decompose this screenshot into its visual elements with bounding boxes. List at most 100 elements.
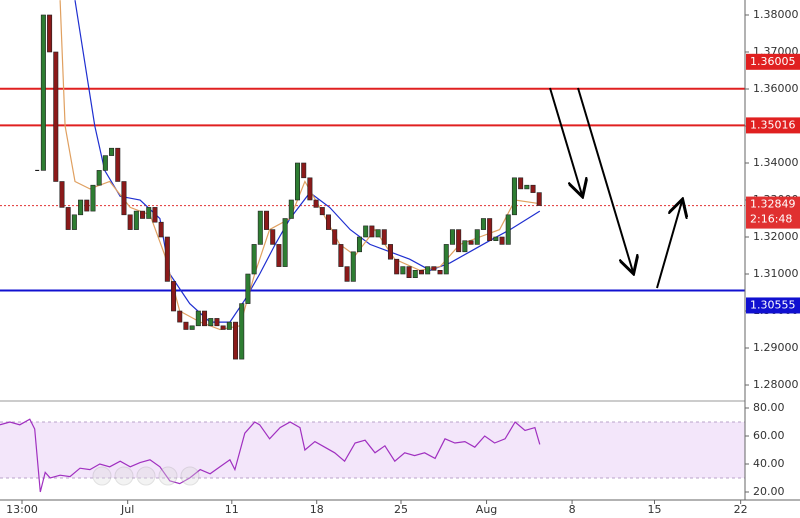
current-price-label: 1.32849	[750, 198, 796, 211]
candle	[449, 229, 455, 245]
candle	[214, 318, 220, 327]
candle	[127, 214, 133, 230]
candle	[47, 14, 53, 53]
level-label: 1.30555	[750, 298, 796, 311]
candle	[356, 236, 362, 253]
candle	[505, 214, 511, 245]
candle	[133, 210, 139, 230]
candle	[276, 244, 282, 267]
candle	[400, 266, 406, 275]
marks	[0, 0, 745, 493]
candle	[468, 240, 474, 245]
candle	[524, 184, 530, 190]
candle	[313, 199, 319, 208]
candle	[332, 229, 338, 245]
y-tick-label: 1.28000	[753, 378, 799, 391]
zoom-button[interactable]	[92, 466, 112, 486]
candle	[195, 310, 201, 327]
candle	[177, 310, 183, 323]
candle	[418, 270, 424, 275]
x-tick-label: 8	[569, 503, 576, 516]
candle	[381, 229, 387, 245]
rsi-tick-label: 20.00	[753, 485, 785, 498]
x-tick-label: 15	[648, 503, 662, 516]
x-tick-label: 18	[310, 503, 324, 516]
candle	[78, 199, 84, 216]
candle	[90, 184, 96, 212]
level-label: 1.35016	[750, 118, 796, 131]
level-label-box	[746, 297, 800, 314]
x-tick-label: 22	[734, 503, 748, 516]
candle	[338, 244, 344, 267]
level-label: 1.36005	[750, 55, 796, 68]
candle	[251, 244, 257, 275]
x-tick-label: 11	[225, 503, 239, 516]
candle	[344, 266, 350, 282]
candle	[208, 318, 214, 327]
x-tick-label: 25	[394, 503, 408, 516]
candle	[233, 321, 239, 360]
candle	[282, 218, 288, 267]
candle	[40, 14, 46, 171]
candle	[375, 229, 381, 238]
candle	[425, 266, 431, 275]
y-tick-label: 1.32000	[753, 230, 799, 243]
zoom-button[interactable]	[180, 466, 200, 486]
candle	[220, 325, 226, 330]
candle	[109, 147, 115, 156]
candle	[183, 321, 189, 330]
candle	[307, 177, 313, 201]
arrow	[577, 87, 633, 272]
level-label-box	[746, 53, 800, 70]
candle	[288, 199, 294, 219]
candle	[245, 273, 251, 304]
candle	[146, 207, 152, 219]
candle	[319, 207, 325, 216]
candle	[530, 184, 536, 193]
candle	[443, 244, 449, 275]
candle	[480, 218, 486, 230]
candle	[387, 244, 393, 260]
candle	[239, 303, 245, 360]
y-tick-label: 1.29000	[753, 341, 799, 354]
candle	[84, 199, 90, 212]
candle	[456, 229, 462, 253]
moving-average	[59, 0, 540, 331]
candle	[189, 325, 195, 330]
x-tick-label: Jul	[120, 503, 134, 516]
arrow	[549, 87, 582, 195]
candle	[325, 214, 331, 230]
candle	[35, 169, 40, 171]
candle	[350, 251, 356, 282]
y-tick-label: 1.36000	[753, 82, 799, 95]
candle	[499, 236, 505, 245]
zoom-controls[interactable]	[92, 466, 200, 486]
candle	[152, 207, 158, 223]
candle	[102, 155, 108, 171]
candle	[406, 266, 412, 279]
candle	[115, 147, 121, 182]
candle	[295, 162, 301, 201]
candle	[301, 162, 307, 179]
x-tick-label: Aug	[476, 503, 497, 516]
zoom-button[interactable]	[158, 466, 178, 486]
candle	[270, 229, 276, 245]
candle	[437, 270, 443, 275]
arrow	[656, 201, 682, 289]
rsi-tick-label: 60.00	[753, 429, 785, 442]
zoom-button[interactable]	[136, 466, 156, 486]
candle	[462, 240, 468, 253]
candle	[53, 51, 59, 182]
level-label-box	[746, 117, 800, 134]
annotation-arrows	[549, 87, 682, 289]
rsi-tick-label: 40.00	[753, 457, 785, 470]
zoom-button[interactable]	[114, 466, 134, 486]
candle	[71, 214, 77, 230]
candle	[202, 310, 208, 327]
current-price-box	[746, 196, 800, 229]
y-tick-label: 1.38000	[753, 8, 799, 21]
candle	[264, 210, 270, 230]
candle	[59, 181, 65, 208]
